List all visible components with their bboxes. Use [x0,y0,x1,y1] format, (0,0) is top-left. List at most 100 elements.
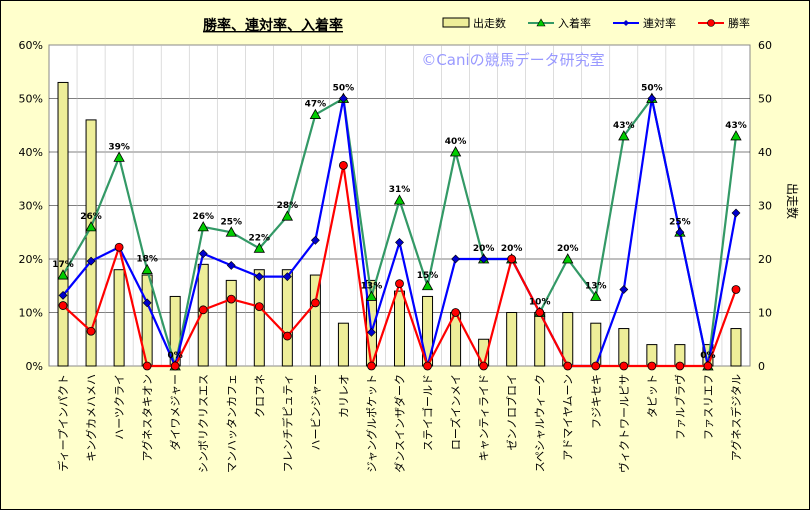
point-marker [339,160,348,170]
x-tick-label: カリレオ [337,374,350,418]
bar [57,81,69,367]
point-marker [198,305,208,315]
data-label: 26% [80,212,102,222]
point-marker [225,226,237,237]
x-tick-label: アドマイヤムーン [562,374,575,461]
left-tick-label: 40% [19,146,43,159]
data-label: 20% [501,244,523,254]
right-tick-label: 10 [758,307,772,320]
bar [394,290,405,367]
data-label: 13% [585,281,607,291]
left-tick-label: 0% [26,360,43,373]
point-marker [647,94,657,103]
right-tick-label: 30 [758,200,772,213]
bar [730,328,742,367]
data-label: 0% [168,351,183,361]
x-tick-label: アグネスデジタル [729,374,743,461]
point-marker [310,235,320,245]
bar [618,328,630,367]
legend-marker [707,19,715,27]
point-marker [647,361,657,371]
right-tick-label: 40 [758,146,772,159]
data-label: 47% [305,100,327,110]
point-marker [395,279,404,289]
point-marker [563,361,573,371]
x-tick-label: ゼンノロブロイ [505,374,519,450]
x-tick-label: ディープインパクト [56,374,70,472]
point-marker [57,269,69,280]
point-marker [395,237,404,247]
point-marker [58,290,68,300]
left-tick-label: 20% [19,253,43,266]
x-tick-label: アグネスタキオン [140,374,154,461]
point-marker [449,146,462,157]
bar [281,269,293,367]
data-label: 10% [529,298,551,308]
x-tick-label: キングカメハメハ [84,374,98,462]
data-label: 17% [52,260,74,270]
data-label: 28% [277,201,299,211]
point-marker [58,301,68,310]
x-tick-label: ヴィクトワールピサ [617,374,631,473]
point-marker [421,279,434,291]
data-label: 0% [700,351,715,361]
bar [309,274,321,367]
point-marker [675,361,685,371]
legend-label: 入着率 [558,16,591,30]
legend-label: 連対率 [643,16,676,30]
legend-marker [536,18,546,27]
right-tick-label: 50 [758,93,772,106]
point-marker [619,361,629,371]
watermark: ©Caniの競馬データ研究室 [421,51,604,69]
bar [506,312,518,367]
data-label: 18% [136,255,158,265]
point-marker [282,272,292,282]
right-tick-label: 60 [758,39,772,52]
point-marker [507,254,517,264]
point-marker [253,242,265,253]
point-marker [618,130,630,141]
x-tick-label: マンハッタンカフェ [225,374,238,473]
x-tick-label: ローズインメイ [449,374,463,450]
x-tick-label: タピット [646,374,659,418]
data-label: 50% [333,84,355,94]
point-marker [142,361,152,371]
x-tick-label: ダンスインザダーク [393,374,407,473]
point-marker [367,361,376,371]
legend-swatch [442,17,470,28]
legend-marker [623,20,629,26]
x-tick-label: キャンティライド [478,374,491,461]
point-marker [730,130,742,141]
right-axis-label: 出走数 [785,183,800,219]
point-marker [451,308,460,317]
point-marker [254,302,264,312]
point-marker [562,253,574,264]
x-tick-label: ハーツクライ [113,374,126,440]
legend: 出走数 入着率 連対率 勝率 [442,16,750,30]
x-tick-label: ファルブラヴ [673,374,687,440]
point-marker [590,290,602,301]
point-marker [310,298,320,308]
data-label: 40% [445,137,467,147]
left-tick-label: 30% [19,200,43,213]
bar [113,269,125,367]
bar [253,269,265,367]
point-marker [170,361,180,371]
data-label: 26% [192,212,214,222]
point-marker [86,256,96,266]
point-marker [281,210,294,221]
legend-label: 出走数 [473,16,506,30]
point-marker [423,361,432,371]
point-marker [85,221,97,232]
point-marker [113,151,125,162]
left-tick-label: 10% [19,307,43,320]
bar [337,322,349,367]
point-marker [226,294,236,304]
point-marker [675,227,685,237]
data-label: 25% [220,217,242,227]
x-tick-label: フレンチデピュティ [280,374,294,472]
point-marker [451,254,461,264]
data-label: 20% [557,244,579,254]
